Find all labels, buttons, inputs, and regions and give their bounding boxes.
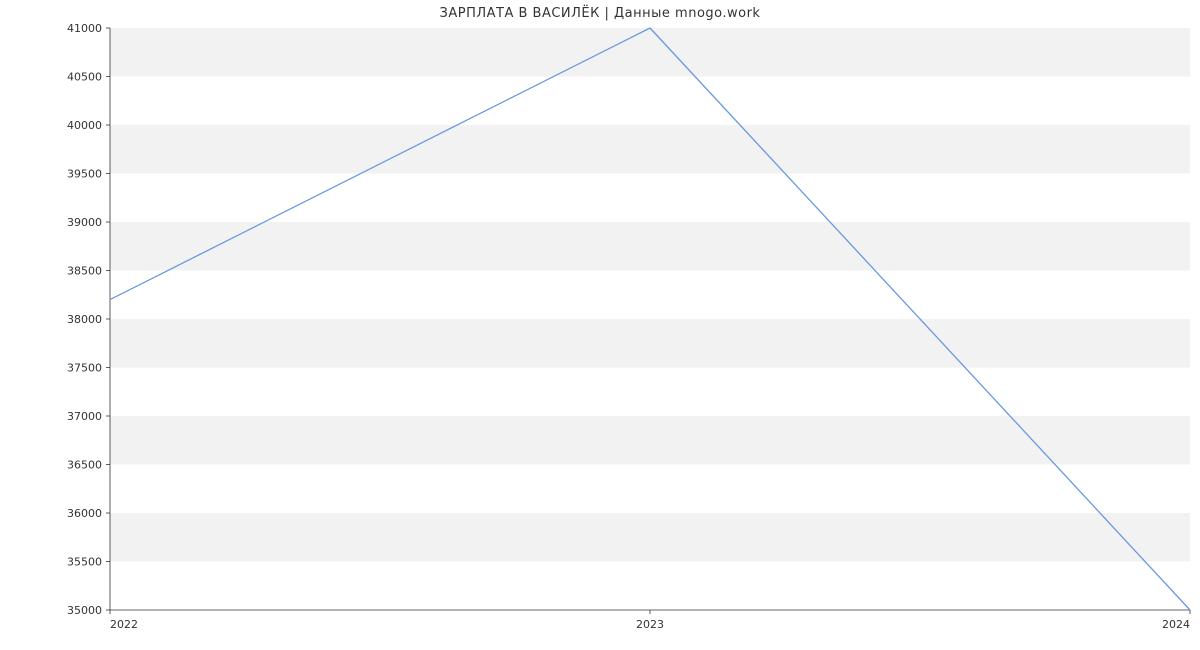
y-tick-label: 39500 xyxy=(67,168,102,181)
y-tick-label: 39000 xyxy=(67,216,102,229)
y-tick-label: 37000 xyxy=(67,410,102,423)
y-tick-label: 41000 xyxy=(67,22,102,35)
x-tick-label: 2024 xyxy=(1162,618,1190,631)
chart-container: ЗАРПЛАТА В ВАСИЛЁК | Данные mnogo.work 3… xyxy=(0,0,1200,650)
y-tick-label: 35000 xyxy=(67,604,102,617)
y-tick-label: 40500 xyxy=(67,71,102,84)
y-tick-label: 40000 xyxy=(67,119,102,132)
x-tick-label: 2023 xyxy=(636,618,664,631)
y-tick-label: 37500 xyxy=(67,362,102,375)
x-tick-label: 2022 xyxy=(110,618,138,631)
y-tick-label: 36500 xyxy=(67,459,102,472)
y-tick-label: 38500 xyxy=(67,265,102,278)
y-tick-label: 35500 xyxy=(67,556,102,569)
plot-area: 35000 35500 36000 36500 37000 37500 38000 38500… xyxy=(0,0,1200,650)
y-tick-label: 38000 xyxy=(67,313,102,326)
y-tick-label: 36000 xyxy=(67,507,102,520)
